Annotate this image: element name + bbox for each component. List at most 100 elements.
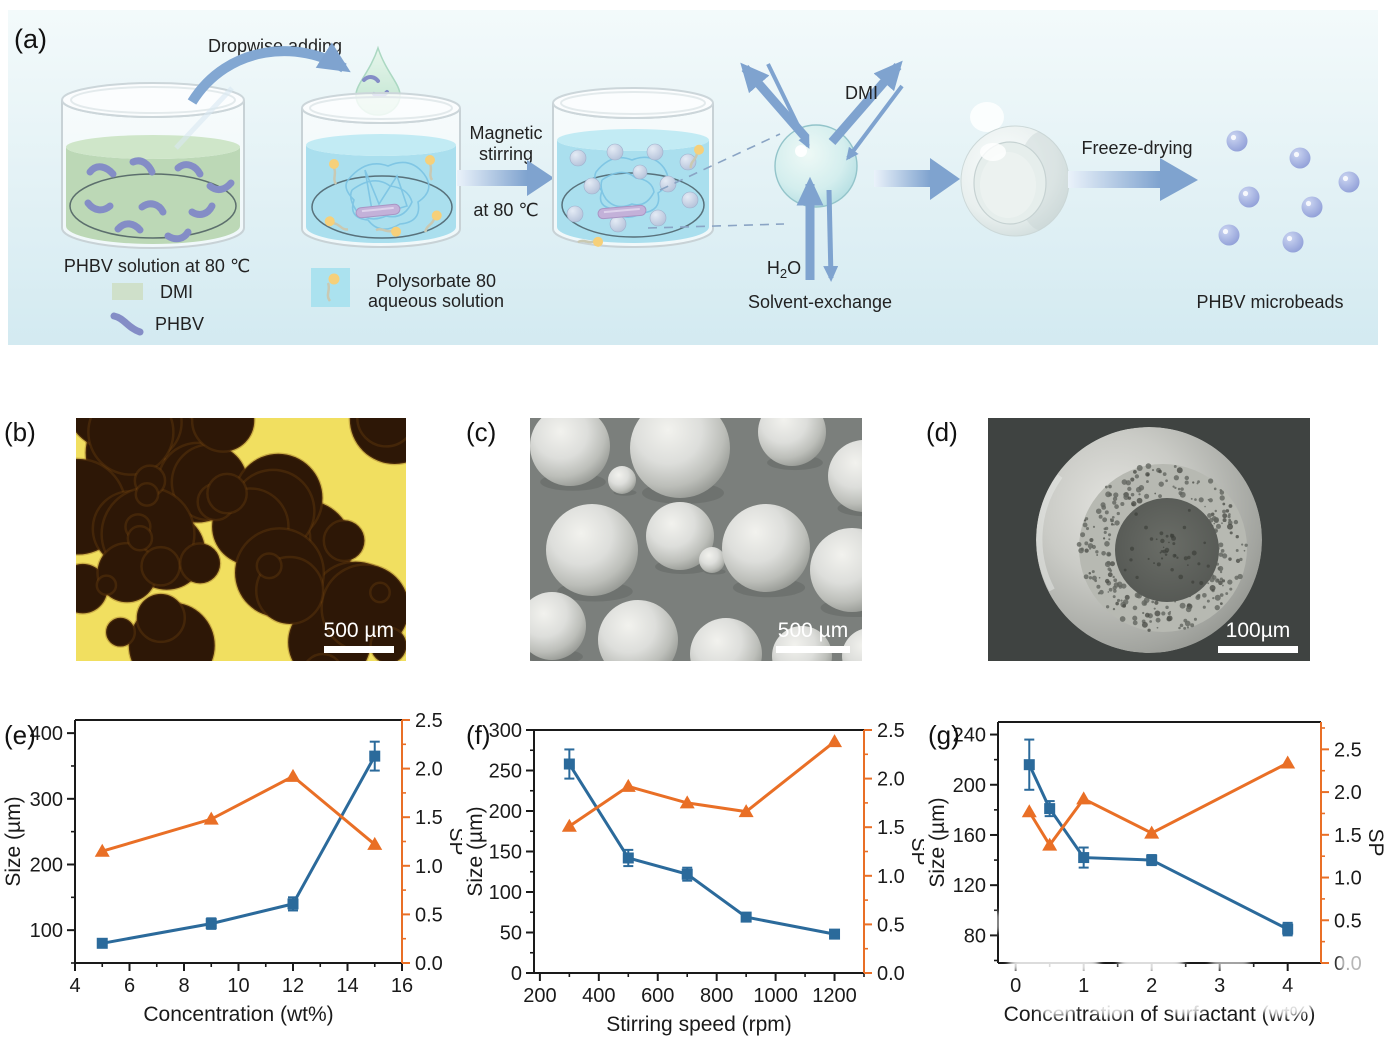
phbv-swatch: [110, 312, 144, 336]
freeze-drying-arrow: [1068, 158, 1198, 201]
y2-axis-label: SP: [445, 827, 462, 855]
svg-text:1.0: 1.0: [1334, 868, 1362, 890]
svg-text:0.0: 0.0: [1334, 953, 1362, 975]
y2-axis-label: SP: [907, 837, 924, 865]
svg-text:14: 14: [336, 975, 358, 997]
cross-section-bead: [1036, 427, 1262, 653]
svg-text:1.5: 1.5: [415, 807, 443, 829]
polysorbate-swatch: [311, 268, 350, 307]
microbeads: [1218, 130, 1360, 253]
svg-text:0: 0: [511, 963, 522, 985]
svg-text:50: 50: [500, 923, 522, 945]
svg-text:2.5: 2.5: [415, 710, 443, 732]
chart-panel-label: (f): [466, 720, 491, 750]
dmi-legend-label: DMI: [160, 282, 193, 302]
to-sphere-arrow: [874, 158, 960, 200]
svg-text:1.5: 1.5: [1334, 825, 1362, 847]
svg-text:240: 240: [953, 725, 986, 747]
svg-text:1.5: 1.5: [877, 817, 905, 839]
scalebar-c: 500 µm: [776, 619, 850, 653]
svg-text:200: 200: [30, 854, 63, 876]
svg-text:2.0: 2.0: [415, 759, 443, 781]
svg-text:4: 4: [69, 975, 80, 997]
stir-bar-2: [597, 204, 647, 220]
svg-text:2.0: 2.0: [1334, 782, 1362, 804]
x-axis-label: Concentration of surfactant (wt%): [1004, 1003, 1316, 1026]
micrograph-sem-crosssection: 100µm: [988, 418, 1310, 661]
panel-b-label: (b): [4, 417, 36, 447]
scalebar-c-text: 500 µm: [777, 619, 849, 642]
h2o-label: H2O: [767, 258, 801, 281]
phbv-solution-label: PHBV solution at 80 ℃: [64, 256, 250, 276]
beads-sem: [530, 418, 862, 661]
exchange-arrows: [740, 60, 904, 282]
surfactant-molecules: [324, 155, 442, 237]
svg-text:3: 3: [1214, 975, 1225, 997]
svg-text:2.5: 2.5: [1334, 739, 1362, 761]
svg-text:1: 1: [1078, 975, 1089, 997]
svg-text:200: 200: [523, 985, 556, 1007]
series-size: [563, 748, 841, 940]
svg-text:250: 250: [489, 761, 522, 783]
panel-c-label: (c): [466, 417, 497, 447]
freeze-drying-label: Freeze-drying: [1081, 138, 1192, 158]
svg-text:1200: 1200: [812, 985, 857, 1007]
beaker-phbv-dmi: [61, 82, 245, 249]
polysorbate-label-2: aqueous solution: [368, 291, 504, 311]
svg-text:1.0: 1.0: [877, 866, 905, 888]
scalebar-d-bar: [1218, 646, 1298, 653]
svg-text:120: 120: [953, 875, 986, 897]
dmi-out-label: DMI: [845, 83, 878, 103]
svg-text:10: 10: [227, 975, 249, 997]
x-axis-label: Concentration (wt%): [143, 1003, 333, 1026]
beads-dark: [76, 418, 406, 661]
beaker-emulsion: [552, 87, 714, 248]
scalebar-d-text: 100µm: [1225, 619, 1291, 642]
micrograph-d-canvas: [988, 418, 1310, 661]
stirring-arrow: [457, 160, 554, 196]
micrograph-sem-overview: 500 µm: [530, 418, 862, 661]
svg-text:8: 8: [178, 975, 189, 997]
series-size: [96, 740, 381, 949]
chart-size-vs-stirring-speed: 200 400 600 800 1000 1200 0 50 100 150 200 250 300 0.…: [462, 700, 930, 1060]
y-axis-label: Size (µm): [926, 797, 949, 887]
axes: 0 1 2 3 4 80 120 160 200 240 0.0 0.5 1.0 1.5 2.0 2.5 Con…: [926, 720, 1386, 1026]
micrograph-optical: 500 µm: [76, 418, 406, 661]
svg-text:150: 150: [489, 842, 522, 864]
svg-text:0.5: 0.5: [415, 904, 443, 926]
dropwise-arrow: [187, 42, 351, 105]
scalebar-c-bar: [776, 646, 850, 653]
process-diagram: (a) Dropwise adding: [8, 10, 1378, 345]
scalebar-b-bar: [323, 646, 394, 653]
at-80-label: at 80 ℃: [473, 200, 538, 220]
phbv-worms: [84, 157, 235, 243]
series-sp: [561, 734, 843, 832]
svg-text:1.0: 1.0: [415, 856, 443, 878]
svg-text:0: 0: [1010, 975, 1021, 997]
svg-text:0.0: 0.0: [415, 953, 443, 975]
micrograph-c-canvas: [530, 418, 862, 661]
axes: 4 6 8 10 12 14 16 100 200 300 400 0.0 0.5 1.0 1.5 2.0 2.…: [2, 710, 468, 1026]
magnify-dashes: [647, 133, 785, 229]
solvent-exchange-label: Solvent-exchange: [748, 292, 892, 312]
svg-text:0.5: 0.5: [1334, 910, 1362, 932]
svg-text:2.0: 2.0: [877, 769, 905, 791]
svg-text:100: 100: [489, 882, 522, 904]
surfactant-molecules-2: [577, 144, 704, 247]
svg-text:0.0: 0.0: [877, 963, 905, 985]
magnetic-label-1: Magnetic: [469, 123, 542, 143]
series-sp: [94, 768, 383, 857]
chart-panel-label: (g): [928, 720, 960, 750]
polysorbate-label-1: Polysorbate 80: [376, 271, 496, 291]
svg-text:12: 12: [282, 975, 304, 997]
scalebar-d: 100µm: [1218, 619, 1298, 653]
pva-web-2: [594, 156, 669, 218]
svg-text:400: 400: [30, 723, 63, 745]
solvent-exchange-droplet: [774, 124, 858, 208]
hydrogel-sphere: [960, 102, 1070, 237]
stir-bar: [355, 203, 401, 219]
magnetic-label-2: stirring: [479, 144, 533, 164]
svg-text:100: 100: [30, 920, 63, 942]
svg-text:4: 4: [1282, 975, 1293, 997]
panel-a-label: (a): [14, 24, 47, 54]
